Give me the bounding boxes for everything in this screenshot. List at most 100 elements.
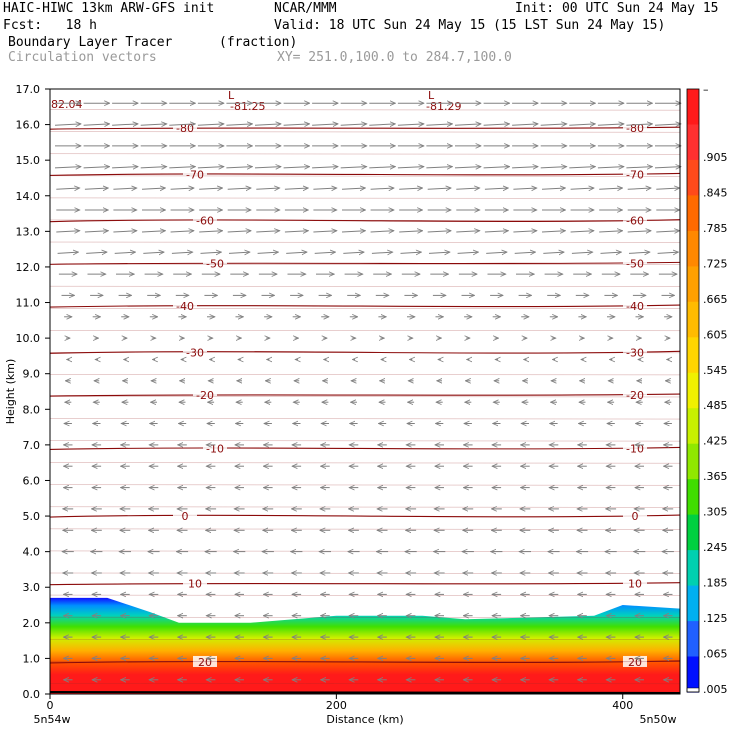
wind-vector [256,188,279,189]
wind-vector [200,252,222,253]
contour-label-bg [623,122,647,134]
wind-vector [226,124,252,125]
wind-vector [370,231,394,232]
wind-vector [513,188,536,189]
y-tick-label: 3.0 [23,581,41,594]
colorbar-label: .365 [703,470,728,483]
y-tick-label: 7.0 [23,439,41,452]
minor-contour [49,330,681,332]
colorbar-label: .245 [703,541,728,554]
wind-vector [400,252,422,253]
wind-vector [197,167,224,168]
wind-vector [226,167,252,168]
wind-vector [626,167,652,168]
wind-vector [56,188,79,189]
wind-vector [57,252,79,253]
low-marker: L [228,89,235,102]
wind-vector [313,188,336,189]
x-tick-label: 0 [47,699,54,712]
colorbar-swatch [687,124,699,161]
minor-contour [49,616,681,618]
minor-contour [49,683,681,685]
y-tick-label: 15.0 [16,154,41,167]
y-tick-label: 8.0 [23,403,41,416]
wind-vector [656,188,679,189]
contour-label-bg [173,510,197,522]
colorbar-label: .605 [703,328,728,341]
wind-vector [427,188,451,189]
wind-vector [312,167,338,168]
wind-vector [83,124,110,125]
minor-contour [49,197,681,199]
y-tick-label: 4.0 [23,546,41,559]
colorbar-label: .485 [703,399,728,412]
contour-label-bg [203,257,227,269]
temperature-contour [49,393,681,397]
contour-label: -30 [186,346,204,359]
model-title: HAIC-HIWC 13km ARW-GFS init [3,1,215,16]
temperature-contour [49,172,681,176]
center-label: NCAR/MMM [274,1,337,16]
temperature-contour [49,219,681,223]
wind-vector [570,231,594,232]
wind-vector [197,124,224,125]
colorbar-swatch [687,621,699,658]
colorbar-swatch [686,687,700,693]
temperature-contour [49,261,681,265]
contour-label-bg [193,214,217,226]
wind-vector [170,231,194,232]
wind-vector [512,167,538,168]
wind-vector [454,167,481,168]
colorbar-label: .125 [703,612,728,625]
temperature-contour [49,350,681,354]
wind-vector [597,124,624,125]
y-tick-label: 2.0 [23,617,41,630]
contour-label: -80 [176,122,194,135]
y-tick-label: 5.0 [23,510,41,523]
tracer-fill [50,597,680,694]
wind-vector [286,252,307,253]
minor-contour [49,374,681,376]
y-tick-label: 11.0 [16,297,41,310]
wind-vector [54,167,81,168]
field-name: Boundary Layer Tracer [8,35,173,50]
wind-vector [512,124,538,125]
minor-contour [49,153,681,155]
wind-vector [114,252,136,253]
contour-label: -60 [626,215,644,228]
contour-label-bg [623,389,647,401]
wind-vector [140,167,167,168]
contour-label: -40 [626,300,644,313]
colorbar-label: .665 [703,293,728,306]
wind-vector [484,231,508,232]
wind-vector [483,124,510,125]
wind-vector [570,188,594,189]
wind-vector [627,188,651,189]
colorbar-swatch [687,585,699,622]
terrain-line [49,691,681,694]
wind-vector [399,231,422,232]
colorbar-swatch [687,230,699,267]
wind-vector [456,231,479,232]
y-tick-label: 12.0 [16,261,41,274]
temperature-contour [49,446,681,450]
wind-vector [656,231,679,232]
cross-section-xy: XY= 251.0,100.0 to 284.7,100.0 [277,50,512,65]
y-axis-title: Height (km) [4,359,17,425]
minor-contour [49,528,681,530]
minor-contour [49,484,681,486]
wind-vector [540,167,567,168]
wind-vector [569,124,595,125]
wind-vector [397,124,424,125]
wind-vector [369,167,395,168]
wind-vector [169,124,195,125]
wind-vector [143,252,164,253]
wind-vector [256,231,279,232]
minor-contour [49,462,681,464]
minor-contour [49,263,681,265]
colorbar-label: .545 [703,364,728,377]
wind-vector [486,252,507,253]
colorbar-label: .005 [703,683,728,696]
low-value: -81.29 [426,100,461,113]
